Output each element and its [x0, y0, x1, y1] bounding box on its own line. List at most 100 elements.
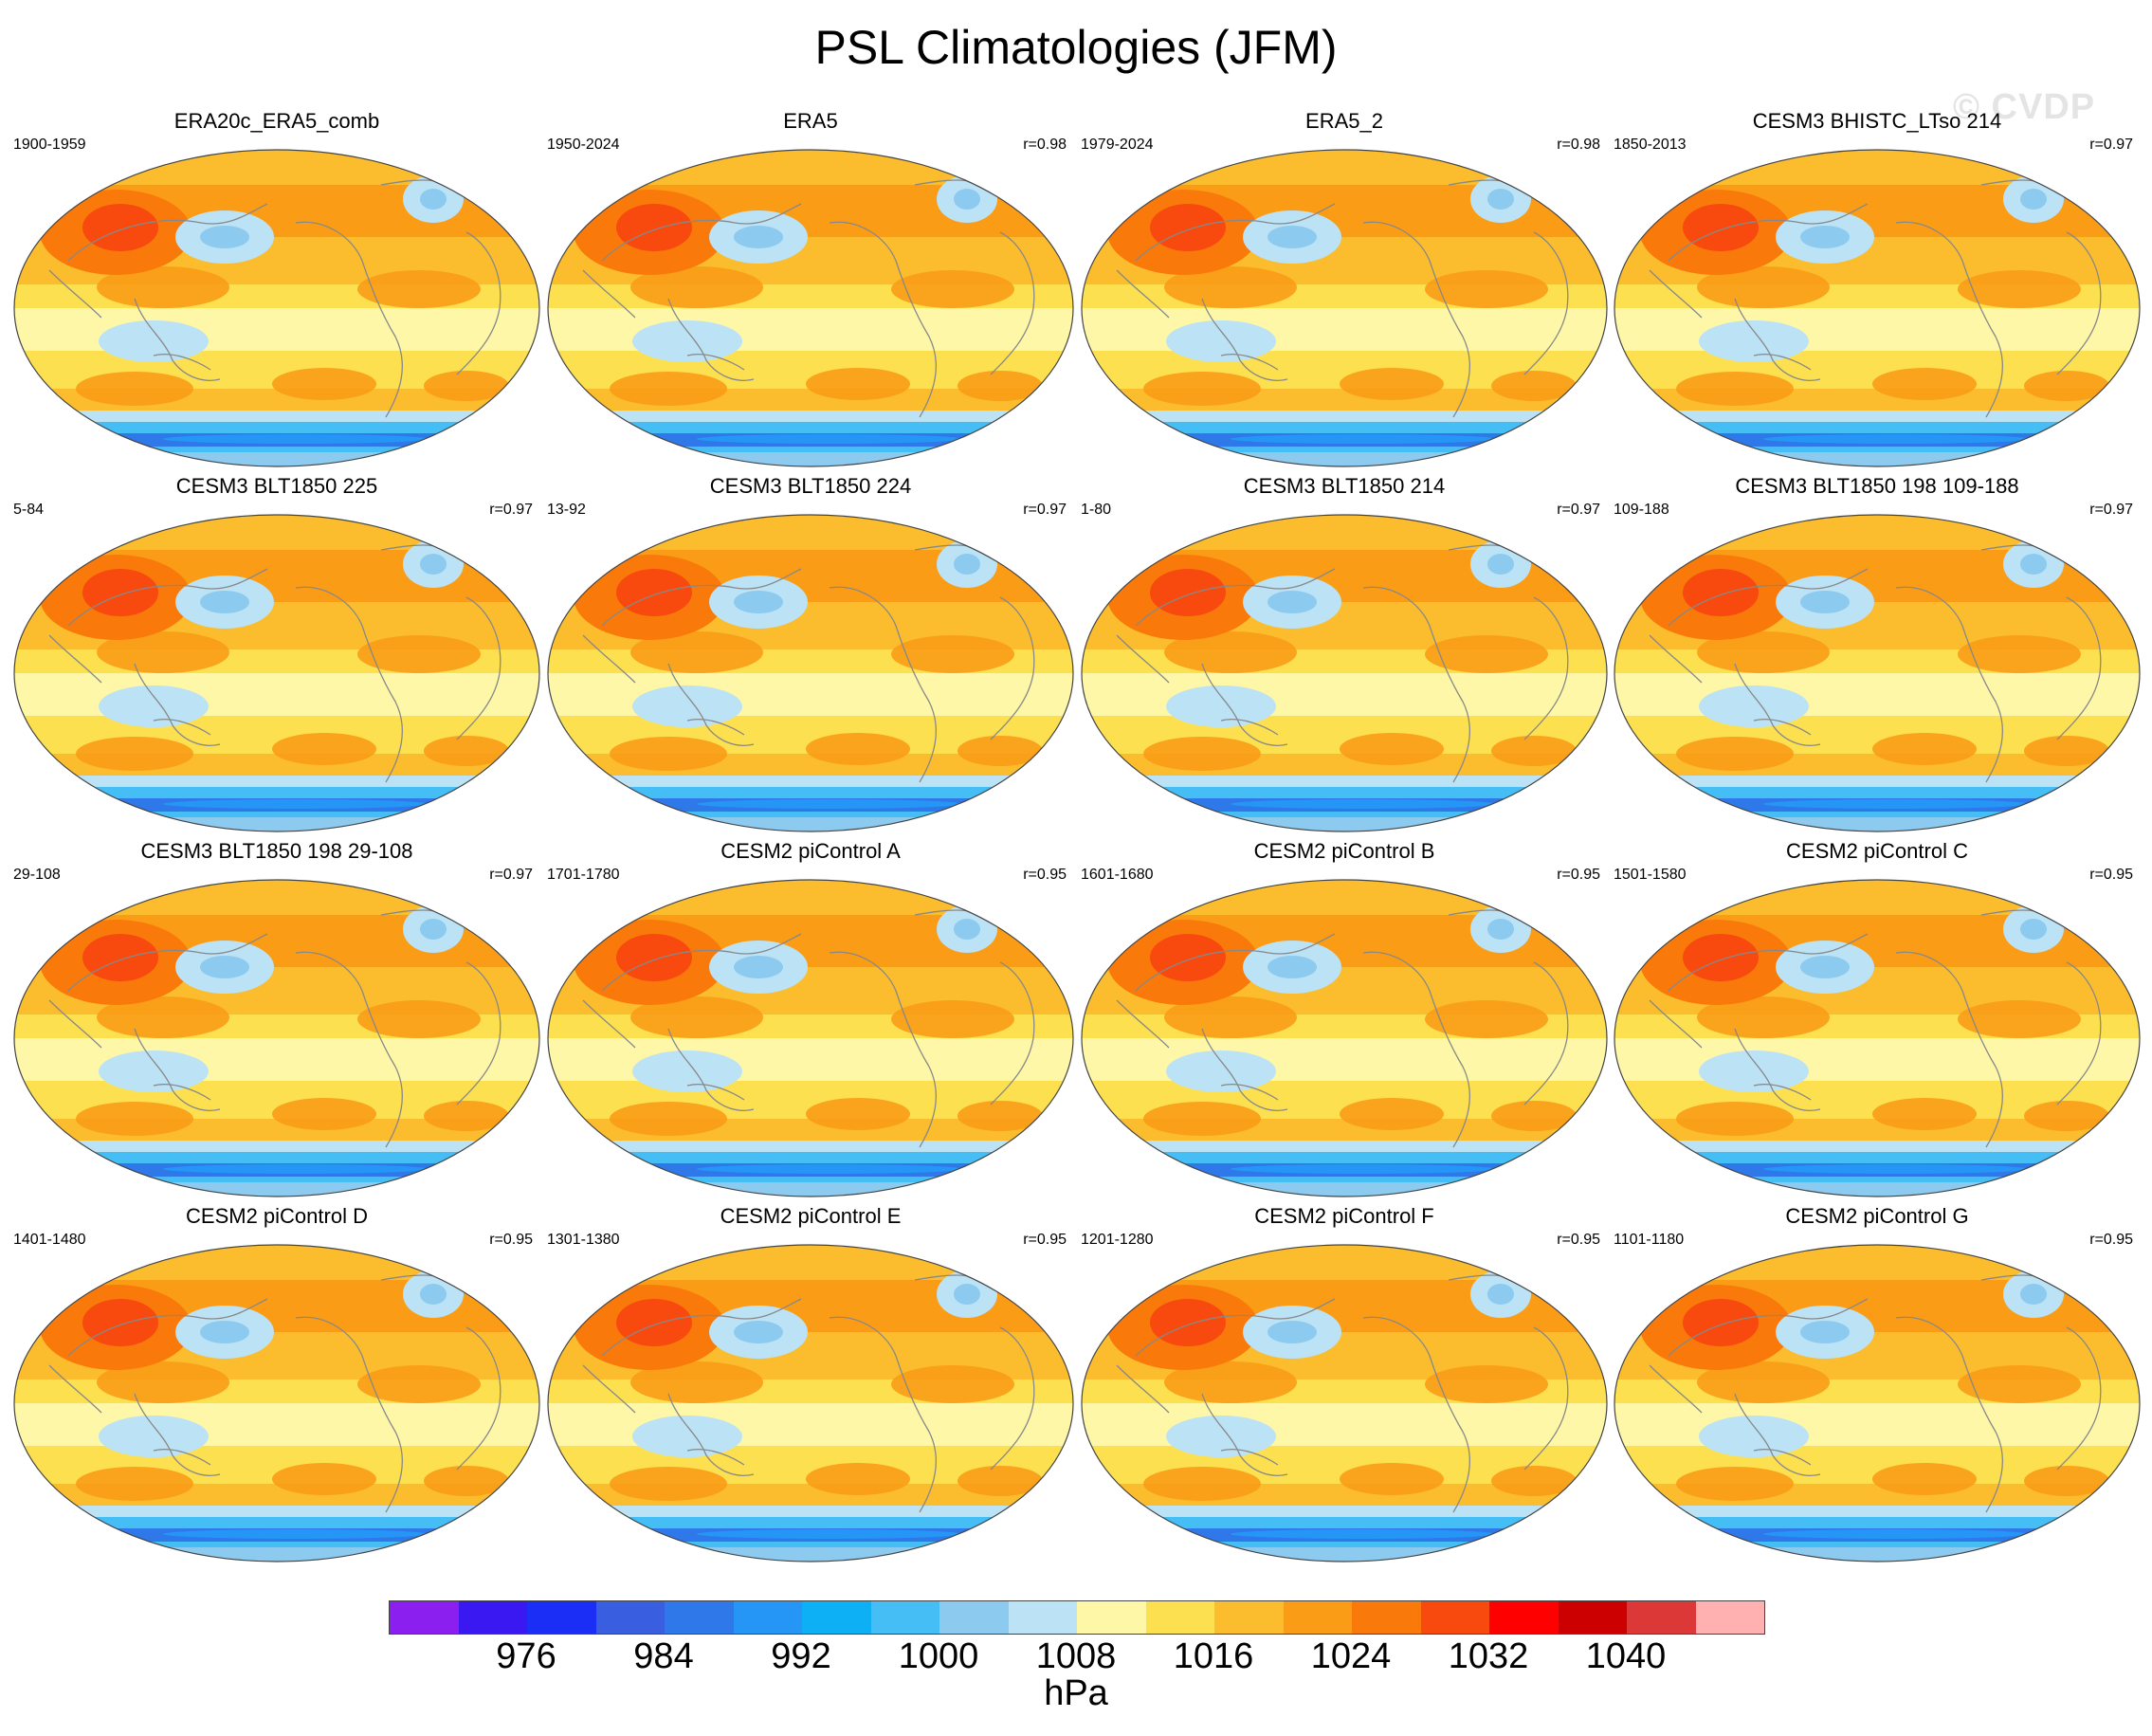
map-panel: CESM3 BLT1850 224 13-92 r=0.97: [545, 474, 1076, 834]
panel-title: CESM2 piControl G: [1785, 1204, 1969, 1228]
cvdp-watermark: © CVDP: [1953, 87, 2096, 127]
colorbar-tick-label: 1008: [1035, 1636, 1117, 1676]
panel-correlation: r=0.97: [1557, 502, 1600, 518]
panel-years: 1701-1780: [547, 867, 620, 883]
panel-title: CESM2 piControl D: [186, 1204, 368, 1228]
colorbar-swatch: [1558, 1601, 1627, 1634]
psl-map: [13, 1244, 540, 1562]
panel-title: ERA5: [783, 109, 838, 133]
map-border: [13, 514, 540, 832]
map-panel: CESM2 piControl F 1201-1280 r=0.95: [1079, 1204, 1610, 1564]
colorbar-swatch: [1489, 1601, 1559, 1634]
panel-correlation: r=0.95: [1557, 867, 1600, 883]
map-border: [1614, 1244, 2141, 1562]
map-panel: CESM3 BLT1850 225 5-84 r=0.97: [11, 474, 542, 834]
colorbar-swatch: [733, 1601, 802, 1634]
panel-correlation: r=0.97: [489, 502, 533, 518]
psl-map: [1081, 1244, 1608, 1562]
map-border: [1614, 514, 2141, 832]
psl-map: [1081, 149, 1608, 467]
colorbar-swatch: [595, 1601, 665, 1634]
colorbar-swatch: [1627, 1601, 1696, 1634]
panel-correlation: r=0.97: [2089, 137, 2133, 153]
panel-years: 1101-1180: [1614, 1232, 1685, 1248]
psl-map: [1081, 514, 1608, 832]
panel-correlation: r=0.95: [1023, 1232, 1067, 1248]
colorbar-tick-label: 984: [633, 1636, 694, 1676]
map-container: [1079, 877, 1610, 1199]
map-panel: CESM2 piControl E 1301-1380 r=0.95: [545, 1204, 1076, 1564]
psl-map: [13, 879, 540, 1197]
panel-title: CESM3 BLT1850 224: [709, 474, 912, 498]
psl-map: [13, 514, 540, 832]
map-container: [545, 1242, 1076, 1564]
colorbar-swatch: [870, 1601, 939, 1634]
panel-title: CESM2 piControl A: [720, 839, 901, 863]
figure-title: PSL Climatologies (JFM): [814, 21, 1338, 74]
panel-correlation: r=0.95: [1023, 867, 1067, 883]
map-border: [1081, 514, 1608, 832]
map-panel: ERA20c_ERA5_comb 1900-1959: [11, 109, 542, 469]
panel-title: CESM3 BLT1850 198 109-188: [1735, 474, 2019, 498]
map-container: [1079, 147, 1610, 469]
psl-map: [1081, 879, 1608, 1197]
psl-map: [547, 879, 1074, 1197]
colorbar-tick-label: 992: [771, 1636, 831, 1676]
panel-years: 1601-1680: [1081, 867, 1154, 883]
panel-correlation: r=0.97: [2089, 502, 2133, 518]
colorbar-swatch: [802, 1601, 871, 1634]
colorbar-tick-label: 1016: [1173, 1636, 1254, 1676]
panel-years: 1900-1959: [13, 137, 86, 153]
colorbar-tick-label: 1040: [1585, 1636, 1667, 1676]
colorbar-tick-label: 1000: [898, 1636, 979, 1676]
map-border: [547, 1244, 1074, 1562]
colorbar-swatch: [1695, 1601, 1764, 1634]
psl-map: [547, 514, 1074, 832]
map-panel: CESM3 BLT1850 198 109-188 109-188 r=0.97: [1612, 474, 2143, 834]
panel-correlation: r=0.98: [1557, 137, 1600, 153]
map-border: [13, 149, 540, 467]
colorbar-swatch: [1214, 1601, 1284, 1634]
map-panel: CESM2 piControl G 1101-1180 r=0.95: [1612, 1204, 2143, 1564]
map-panel: CESM3 BLT1850 214 1-80 r=0.97: [1079, 474, 1610, 834]
map-border: [13, 879, 540, 1197]
colorbar-unit: hPa: [1044, 1673, 1108, 1713]
map-panel: CESM2 piControl D 1401-1480 r=0.95: [11, 1204, 542, 1564]
panel-title: CESM2 piControl F: [1254, 1204, 1434, 1228]
colorbar-swatch: [1145, 1601, 1214, 1634]
colorbar-swatch: [1008, 1601, 1077, 1634]
map-border: [1614, 879, 2141, 1197]
map-container: [1612, 1242, 2143, 1564]
map-border: [547, 149, 1074, 467]
panel-years: 1501-1580: [1614, 867, 1687, 883]
panel-correlation: r=0.98: [1023, 137, 1067, 153]
map-container: [1612, 512, 2143, 834]
psl-map: [1614, 1244, 2141, 1562]
psl-map: [1614, 514, 2141, 832]
map-border: [1081, 879, 1608, 1197]
psl-map: [1614, 149, 2141, 467]
panel-title: CESM2 piControl C: [1786, 839, 1968, 863]
colorbar-swatch: [1420, 1601, 1489, 1634]
panel-years: 1401-1480: [13, 1232, 86, 1248]
panel-correlation: r=0.95: [2089, 867, 2133, 883]
panel-title: CESM3 BHISTC_LTso 214: [1752, 109, 2002, 133]
map-panel: CESM3 BLT1850 198 29-108 29-108 r=0.97: [11, 839, 542, 1199]
map-panel: ERA5_2 1979-2024 r=0.98: [1079, 109, 1610, 469]
panel-years: 109-188: [1614, 502, 1669, 518]
psl-map: [547, 1244, 1074, 1562]
map-container: [545, 147, 1076, 469]
colorbar-swatch: [458, 1601, 527, 1634]
map-panel: CESM2 piControl C 1501-1580 r=0.95: [1612, 839, 2143, 1199]
panel-correlation: r=0.97: [489, 867, 533, 883]
colorbar-swatch: [1352, 1601, 1421, 1634]
colorbar-swatch: [665, 1601, 734, 1634]
map-border: [547, 879, 1074, 1197]
psl-map: [1614, 879, 2141, 1197]
map-container: [545, 877, 1076, 1199]
panel-correlation: r=0.95: [489, 1232, 533, 1248]
panel-title: ERA20c_ERA5_comb: [173, 109, 380, 133]
panel-years: 5-84: [13, 502, 45, 518]
panel-years: 1301-1380: [547, 1232, 620, 1248]
panel-years: 13-92: [547, 502, 586, 518]
